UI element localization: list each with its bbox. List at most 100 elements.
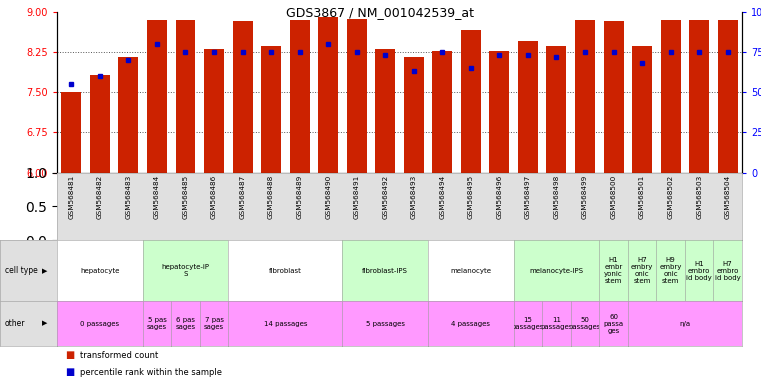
Bar [486, 173, 514, 240]
Text: GSM568495: GSM568495 [468, 175, 474, 219]
Text: ■: ■ [65, 350, 74, 360]
Bar [518, 41, 538, 173]
Text: 7 pas
sages: 7 pas sages [204, 317, 224, 330]
Text: 5 passages: 5 passages [366, 321, 405, 326]
Text: transformed count: transformed count [80, 351, 158, 360]
Bar [347, 18, 367, 173]
Text: GSM568492: GSM568492 [382, 175, 388, 219]
Bar [432, 51, 452, 173]
Bar [57, 173, 85, 240]
Text: H9
embry
onic
stem: H9 embry onic stem [660, 257, 682, 284]
Text: 11
passages: 11 passages [540, 317, 573, 330]
Text: H7
embry
onic
stem: H7 embry onic stem [631, 257, 653, 284]
Text: GSM568484: GSM568484 [154, 175, 160, 219]
Text: GSM568486: GSM568486 [211, 175, 217, 219]
Bar [199, 173, 228, 240]
Bar [514, 173, 542, 240]
Text: GSM568498: GSM568498 [553, 175, 559, 219]
Text: 6 pas
sages: 6 pas sages [176, 317, 196, 330]
Bar [489, 51, 509, 173]
Text: GSM568485: GSM568485 [183, 175, 189, 219]
Bar [714, 173, 742, 240]
Bar [314, 173, 342, 240]
Bar [428, 173, 457, 240]
Bar [575, 20, 595, 173]
Bar [599, 173, 628, 240]
Bar [90, 75, 110, 173]
Bar [656, 173, 685, 240]
Text: GSM568494: GSM568494 [439, 175, 445, 219]
Bar [147, 20, 167, 173]
Text: ▶: ▶ [42, 268, 47, 274]
Bar [661, 20, 680, 173]
Text: GSM568482: GSM568482 [97, 175, 103, 219]
Text: ■: ■ [65, 367, 74, 377]
Bar [375, 49, 395, 173]
Bar [318, 17, 338, 173]
Text: H1
embr
yonic
stem: H1 embr yonic stem [604, 257, 623, 284]
Bar [689, 20, 709, 173]
Text: GSM568489: GSM568489 [297, 175, 303, 219]
Text: 0 passages: 0 passages [81, 321, 119, 326]
Text: n/a: n/a [680, 321, 690, 326]
Bar [119, 57, 139, 173]
Bar [256, 173, 285, 240]
Text: GSM568504: GSM568504 [724, 175, 731, 219]
Text: hepatocyte-iP
S: hepatocyte-iP S [161, 264, 209, 277]
Bar [114, 173, 143, 240]
Bar [603, 21, 623, 173]
Text: H1
embro
id body: H1 embro id body [686, 261, 712, 281]
Text: 60
passa
ges: 60 passa ges [603, 313, 623, 334]
Bar [342, 173, 371, 240]
Bar [261, 46, 281, 173]
Bar [457, 173, 486, 240]
Text: GSM568501: GSM568501 [639, 175, 645, 219]
Text: ▶: ▶ [42, 321, 47, 326]
Bar [228, 173, 256, 240]
Text: GSM568503: GSM568503 [696, 175, 702, 219]
Bar [204, 49, 224, 173]
Text: GSM568491: GSM568491 [354, 175, 360, 219]
Text: GSM568487: GSM568487 [240, 175, 246, 219]
Bar [628, 173, 656, 240]
Bar [233, 21, 253, 173]
Text: GSM568502: GSM568502 [667, 175, 673, 219]
Text: percentile rank within the sample: percentile rank within the sample [80, 368, 222, 377]
Bar [571, 173, 600, 240]
Text: hepatocyte: hepatocyte [80, 268, 119, 274]
Text: GSM568493: GSM568493 [411, 175, 417, 219]
Text: 5 pas
sages: 5 pas sages [147, 317, 167, 330]
Text: GDS3867 / NM_001042539_at: GDS3867 / NM_001042539_at [286, 6, 475, 19]
Bar [285, 173, 314, 240]
Text: fibroblast: fibroblast [269, 268, 302, 274]
Bar [176, 20, 196, 173]
Text: GSM568488: GSM568488 [268, 175, 274, 219]
Text: GSM568483: GSM568483 [126, 175, 132, 219]
Bar [400, 173, 428, 240]
Text: 15
passages: 15 passages [511, 317, 544, 330]
Text: 50
passages: 50 passages [568, 317, 601, 330]
Bar [290, 20, 310, 173]
Text: other: other [5, 319, 25, 328]
Bar [461, 30, 481, 173]
Text: GSM568481: GSM568481 [68, 175, 75, 219]
Bar [62, 92, 81, 173]
Text: GSM568490: GSM568490 [325, 175, 331, 219]
Bar [143, 173, 171, 240]
Bar [685, 173, 714, 240]
Bar [546, 46, 566, 173]
Text: 14 passages: 14 passages [263, 321, 307, 326]
Text: melanocyte: melanocyte [451, 268, 492, 274]
Bar [718, 20, 737, 173]
Bar [171, 173, 199, 240]
Text: fibroblast-IPS: fibroblast-IPS [362, 268, 408, 274]
Bar [542, 173, 571, 240]
Text: GSM568496: GSM568496 [496, 175, 502, 219]
Bar [85, 173, 114, 240]
Bar [632, 46, 652, 173]
Text: GSM568500: GSM568500 [610, 175, 616, 219]
Bar [404, 57, 424, 173]
Text: GSM568497: GSM568497 [525, 175, 531, 219]
Text: H7
embro
id body: H7 embro id body [715, 261, 740, 281]
Bar [371, 173, 400, 240]
